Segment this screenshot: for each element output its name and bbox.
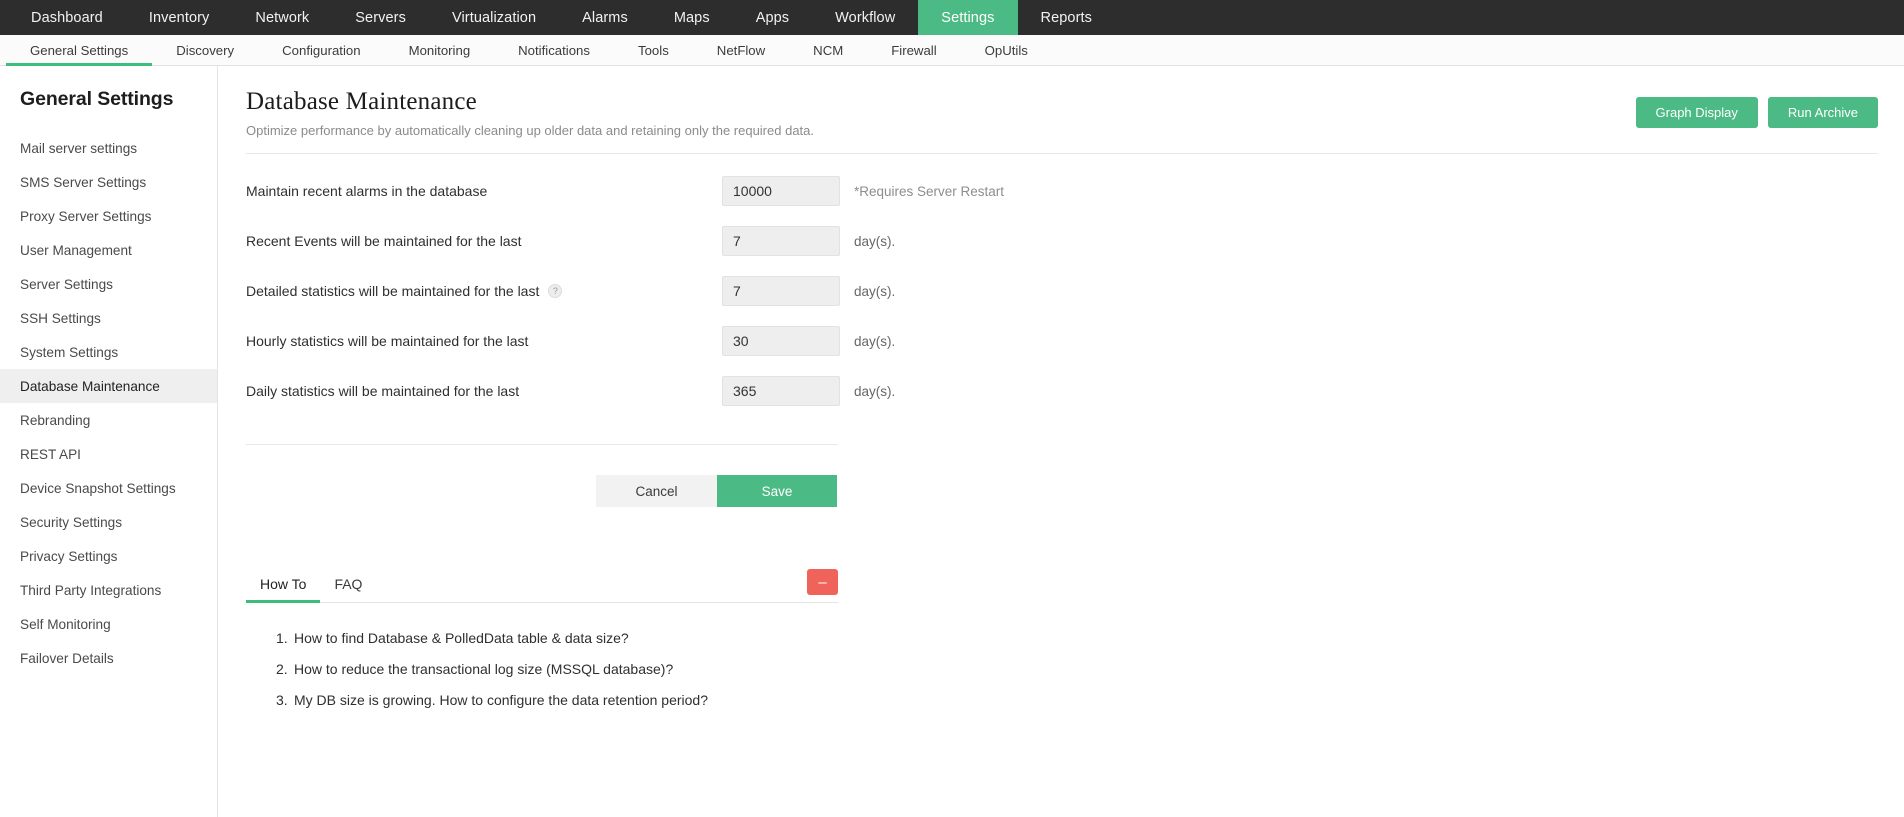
page-layout: General Settings Mail server settings SMS… <box>0 66 1904 817</box>
form-row: Maintain recent alarms in the database *R… <box>246 166 1878 216</box>
subnav-item-discovery[interactable]: Discovery <box>176 42 235 58</box>
form-row-label: Maintain recent alarms in the database <box>246 183 722 199</box>
list-item-number: 2. <box>276 660 288 677</box>
form-row-label: Detailed statistics will be maintained f… <box>246 283 722 299</box>
form-actions: Cancel Save <box>596 475 1878 507</box>
topnav-item-network[interactable]: Network <box>255 9 310 26</box>
topnav-item-inventory[interactable]: Inventory <box>148 9 210 26</box>
sidebar-item-failover-details[interactable]: Failover Details <box>20 650 114 666</box>
topnav-item-reports[interactable]: Reports <box>1040 9 1092 26</box>
sidebar-item-third-party-integrations[interactable]: Third Party Integrations <box>20 582 162 598</box>
form-divider <box>246 444 838 445</box>
form-label-text: Detailed statistics will be maintained f… <box>246 283 540 299</box>
sidebar-item-sms-server-settings[interactable]: SMS Server Settings <box>20 174 147 190</box>
subnav-item-firewall[interactable]: Firewall <box>891 42 937 58</box>
form-row: Recent Events will be maintained for the… <box>246 216 1878 266</box>
list-item-text[interactable]: My DB size is growing. How to configure … <box>294 691 708 708</box>
form-label-text: Daily statistics will be maintained for … <box>246 383 520 399</box>
form-label-text: Maintain recent alarms in the database <box>246 183 488 199</box>
page-subtitle: Optimize performance by automatically cl… <box>246 123 815 138</box>
topnav-item-alarms[interactable]: Alarms <box>582 9 628 26</box>
list-item-text[interactable]: How to find Database & PolledData table … <box>294 629 629 646</box>
sidebar-item-privacy-settings[interactable]: Privacy Settings <box>20 548 118 564</box>
sidebar-item-self-monitoring[interactable]: Self Monitoring <box>20 616 111 632</box>
sidebar-item-security-settings[interactable]: Security Settings <box>20 514 122 530</box>
collapse-icon[interactable]: – <box>807 569 838 595</box>
main-content: Database Maintenance Optimize performanc… <box>218 66 1904 817</box>
sidebar-title: General Settings <box>20 88 174 110</box>
help-panel: How To FAQ – 1. How to find Database & Poll… <box>246 565 838 715</box>
form-label-text: Hourly statistics will be maintained for… <box>246 333 529 349</box>
form-row: Detailed statistics will be maintained f… <box>246 266 1878 316</box>
subnav-item-tools[interactable]: Tools <box>638 42 669 58</box>
unit-label: day(s). <box>854 233 896 249</box>
sidebar-item-ssh-settings[interactable]: SSH Settings <box>20 310 101 326</box>
how-to-list: 1. How to find Database & PolledData tabl… <box>246 603 838 715</box>
database-maintenance-form: Maintain recent alarms in the database *R… <box>246 154 1878 416</box>
form-row-label: Hourly statistics will be maintained for… <box>246 333 722 349</box>
secondary-navigation-bar: General Settings Discovery Configuration Mo… <box>0 35 1904 66</box>
primary-navigation-bar: Dashboard Inventory Network Servers Virtuali… <box>0 0 1904 35</box>
unit-label: day(s). <box>854 283 896 299</box>
unit-label: day(s). <box>854 383 896 399</box>
form-row-label: Daily statistics will be maintained for … <box>246 383 722 399</box>
header-divider <box>246 153 1878 154</box>
subnav-item-netflow[interactable]: NetFlow <box>716 42 766 58</box>
list-item[interactable]: 2. How to reduce the transactional log si… <box>246 653 838 684</box>
form-row-label: Recent Events will be maintained for the… <box>246 233 722 249</box>
retention-input[interactable] <box>722 326 840 356</box>
cancel-button[interactable]: Cancel <box>596 475 717 507</box>
form-row: Daily statistics will be maintained for … <box>246 366 1878 416</box>
topnav-item-apps[interactable]: Apps <box>755 9 790 26</box>
subnav-item-monitoring[interactable]: Monitoring <box>408 42 471 58</box>
graph-display-button[interactable]: Graph Display <box>1635 97 1758 128</box>
sidebar-item-database-maintenance[interactable]: Database Maintenance <box>0 369 217 403</box>
subnav-item-configuration[interactable]: Configuration <box>282 42 361 58</box>
retention-input[interactable] <box>722 226 840 256</box>
subnav-item-oputils[interactable]: OpUtils <box>984 42 1028 58</box>
topnav-item-workflow[interactable]: Workflow <box>835 9 896 26</box>
sidebar-item-rebranding[interactable]: Rebranding <box>20 412 91 428</box>
retention-input[interactable] <box>722 376 840 406</box>
sidebar-item-rest-api[interactable]: REST API <box>20 446 81 462</box>
list-item-number: 1. <box>276 629 288 646</box>
restart-note: *Requires Server Restart <box>854 183 1005 199</box>
page-header: Database Maintenance Optimize performanc… <box>246 88 1878 138</box>
help-tab-faq[interactable]: FAQ <box>334 576 363 592</box>
list-item-number: 3. <box>276 691 288 708</box>
sidebar-item-mail-server-settings[interactable]: Mail server settings <box>20 140 138 156</box>
subnav-item-ncm[interactable]: NCM <box>813 42 844 58</box>
subnav-item-notifications[interactable]: Notifications <box>518 42 590 58</box>
save-button[interactable]: Save <box>717 475 837 507</box>
sidebar-item-system-settings[interactable]: System Settings <box>20 344 119 360</box>
topnav-item-virtualization[interactable]: Virtualization <box>451 9 537 26</box>
list-item-text[interactable]: How to reduce the transactional log size… <box>294 660 674 677</box>
form-row: Hourly statistics will be maintained for… <box>246 316 1878 366</box>
run-archive-button[interactable]: Run Archive <box>1767 97 1878 128</box>
unit-label: day(s). <box>854 333 896 349</box>
list-item[interactable]: 1. How to find Database & PolledData tabl… <box>246 622 838 653</box>
topnav-item-servers[interactable]: Servers <box>355 9 406 26</box>
settings-sidebar: General Settings Mail server settings SMS… <box>0 66 218 817</box>
sidebar-item-server-settings[interactable]: Server Settings <box>20 276 113 292</box>
header-actions: Graph Display Run Archive <box>1635 97 1878 128</box>
help-tab-how-to[interactable]: How To <box>246 576 321 603</box>
retention-input[interactable] <box>722 276 840 306</box>
sidebar-item-device-snapshot-settings[interactable]: Device Snapshot Settings <box>20 480 176 496</box>
form-label-text: Recent Events will be maintained for the… <box>246 233 522 249</box>
page-title: Database Maintenance <box>246 88 477 115</box>
subnav-item-general-settings[interactable]: General Settings <box>6 35 153 66</box>
retention-input[interactable] <box>722 176 840 206</box>
topnav-item-settings[interactable]: Settings <box>918 0 1018 35</box>
topnav-item-dashboard[interactable]: Dashboard <box>31 9 103 26</box>
help-question-icon[interactable]: ? <box>548 284 563 298</box>
sidebar-item-proxy-server-settings[interactable]: Proxy Server Settings <box>20 208 152 224</box>
sidebar-item-user-management[interactable]: User Management <box>20 242 132 258</box>
help-tabs: How To FAQ – <box>246 565 838 603</box>
list-item[interactable]: 3. My DB size is growing. How to configur… <box>246 684 838 715</box>
topnav-item-maps[interactable]: Maps <box>673 9 710 26</box>
